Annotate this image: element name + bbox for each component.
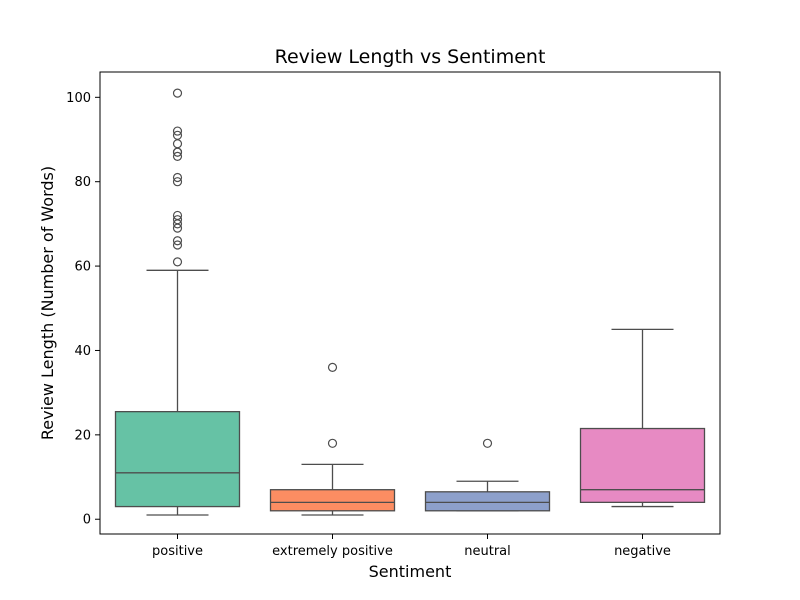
x-tick-label: neutral — [464, 544, 511, 559]
outlier-point — [172, 240, 183, 250]
box-iqr — [579, 427, 706, 504]
y-tick-label: 20 — [74, 428, 91, 443]
plot-area — [114, 88, 706, 516]
y-tick-label: 100 — [66, 91, 91, 106]
outlier-point — [172, 126, 183, 136]
outlier-point — [172, 130, 183, 140]
outlier-point — [172, 151, 183, 161]
outlier-point — [327, 438, 338, 448]
outlier-point — [172, 139, 183, 149]
box-group-neutral — [424, 438, 551, 512]
x-axis-label: Sentiment — [369, 562, 452, 581]
x-tick-label: positive — [152, 544, 203, 559]
outlier-point — [482, 438, 493, 448]
plot-frame — [99, 71, 721, 535]
y-tick-label: 40 — [74, 344, 91, 359]
y-axis-label: Review Length (Number of Words) — [38, 166, 57, 440]
x-tick-label: extremely positive — [272, 544, 393, 559]
box-group-negative — [579, 328, 706, 508]
outlier-point — [172, 88, 183, 98]
outlier-point — [172, 210, 183, 221]
x-axis: positive extremely positive neutral negativ… — [152, 534, 671, 559]
outlier-point — [172, 257, 183, 267]
box-iqr — [114, 410, 241, 508]
y-tick-label: 0 — [83, 513, 91, 528]
outlier-point — [327, 362, 338, 372]
y-tick-label: 80 — [74, 175, 91, 190]
outlier-point — [172, 236, 183, 246]
chart-title: Review Length vs Sentiment — [275, 46, 546, 68]
box-iqr — [424, 491, 551, 512]
outlier-point — [172, 177, 183, 187]
box-iqr — [269, 489, 396, 512]
x-tick-label: negative — [614, 544, 671, 559]
y-tick-label: 60 — [74, 260, 91, 275]
outlier-point — [172, 172, 183, 183]
outlier-point — [172, 215, 183, 225]
y-axis: 0 20 40 60 80 100 — [66, 91, 100, 528]
box-group-extremely-positive — [269, 362, 396, 516]
box-group-positive — [114, 88, 241, 516]
